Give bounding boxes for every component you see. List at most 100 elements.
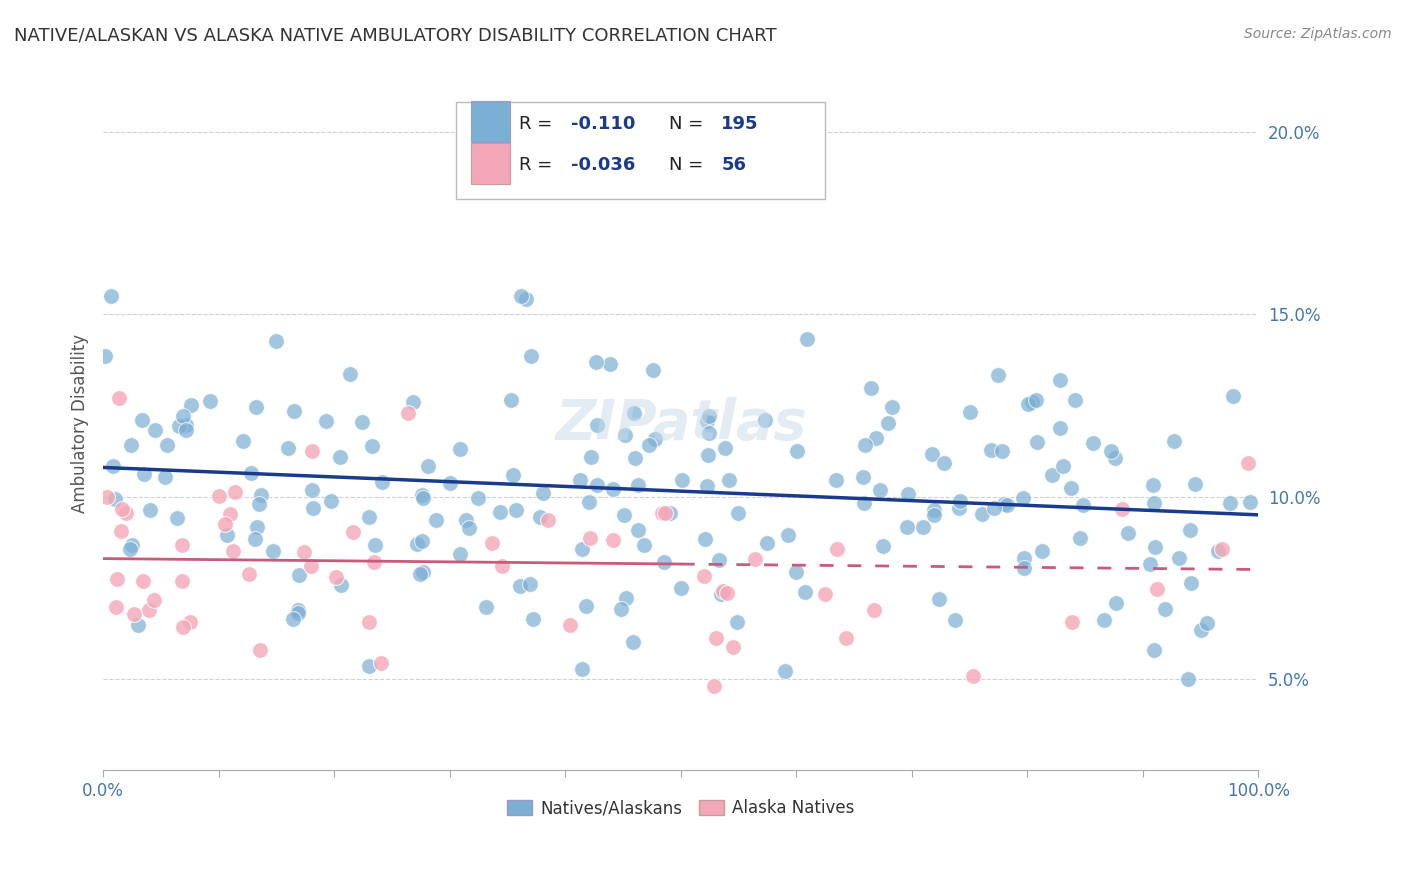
Point (911, 520, 934, 534)
Point (142, 593, 165, 607)
Point (1142, 643, 1164, 657)
Point (980, 442, 1002, 457)
Point (654, 556, 676, 570)
Point (727, 506, 749, 520)
Point (922, 508, 945, 522)
Point (693, 568, 716, 582)
Point (224, 484, 246, 499)
Point (301, 444, 323, 458)
Point (179, 615, 201, 630)
Point (238, 566, 260, 581)
Point (299, 559, 322, 574)
Point (1180, 575, 1202, 590)
Point (120, 438, 142, 452)
Point (853, 496, 876, 510)
Point (467, 491, 489, 506)
Point (350, 415, 373, 429)
Point (1025, 434, 1047, 449)
Point (118, 542, 141, 557)
Point (411, 533, 433, 548)
Point (143, 423, 166, 437)
Point (943, 613, 966, 627)
Point (696, 478, 718, 492)
Point (315, 414, 337, 428)
Point (1211, 542, 1233, 557)
Point (321, 494, 343, 508)
Point (669, 581, 692, 595)
Point (208, 489, 231, 503)
Point (425, 513, 447, 527)
Point (987, 368, 1010, 382)
Point (215, 527, 238, 541)
Point (614, 591, 637, 605)
Point (1219, 496, 1241, 510)
Point (852, 470, 875, 484)
Point (1111, 501, 1133, 516)
Point (361, 439, 384, 453)
Point (1060, 481, 1083, 495)
Point (1195, 615, 1218, 630)
Point (288, 568, 311, 582)
Text: 56: 56 (721, 156, 747, 174)
Point (246, 520, 269, 534)
Point (1184, 476, 1206, 491)
Point (825, 473, 848, 487)
Point (1168, 551, 1191, 566)
Point (1206, 543, 1229, 558)
Point (198, 394, 221, 409)
Point (176, 417, 198, 432)
Point (610, 601, 633, 615)
Point (277, 441, 299, 455)
Point (359, 659, 381, 673)
Point (991, 444, 1014, 458)
Point (1021, 395, 1043, 409)
Point (1142, 478, 1164, 492)
Point (1049, 421, 1071, 435)
Point (696, 448, 718, 462)
Point (599, 357, 621, 371)
Point (703, 680, 725, 694)
Point (1049, 373, 1071, 387)
Text: R =: R = (519, 156, 558, 174)
Point (922, 502, 945, 516)
Point (714, 442, 737, 456)
Point (579, 450, 602, 464)
Point (696, 414, 718, 428)
Point (121, 538, 143, 552)
Point (1069, 532, 1091, 546)
Point (214, 516, 236, 531)
Point (104, 492, 127, 507)
Point (928, 591, 950, 606)
Point (814, 586, 837, 600)
Point (578, 531, 600, 545)
Point (1012, 560, 1035, 574)
Y-axis label: Ambulatory Disability: Ambulatory Disability (72, 334, 89, 513)
Point (325, 570, 347, 584)
Point (860, 381, 883, 395)
Point (1222, 389, 1244, 403)
Point (633, 538, 655, 552)
Point (364, 538, 387, 552)
Point (578, 495, 600, 509)
Point (993, 497, 1015, 511)
Point (166, 511, 188, 525)
Point (786, 444, 808, 458)
Point (825, 541, 848, 556)
Point (624, 451, 647, 466)
Point (221, 544, 243, 558)
Point (1239, 495, 1261, 509)
Point (100, 289, 122, 303)
FancyBboxPatch shape (471, 143, 510, 184)
Text: R =: R = (519, 114, 558, 133)
Point (439, 475, 461, 490)
Text: -0.036: -0.036 (571, 156, 636, 174)
Point (1144, 540, 1167, 554)
Point (406, 536, 429, 550)
Point (613, 508, 636, 523)
Point (882, 400, 904, 414)
Point (529, 510, 551, 524)
Point (287, 603, 309, 617)
Point (744, 552, 766, 566)
Point (776, 528, 799, 542)
Point (1060, 615, 1083, 630)
